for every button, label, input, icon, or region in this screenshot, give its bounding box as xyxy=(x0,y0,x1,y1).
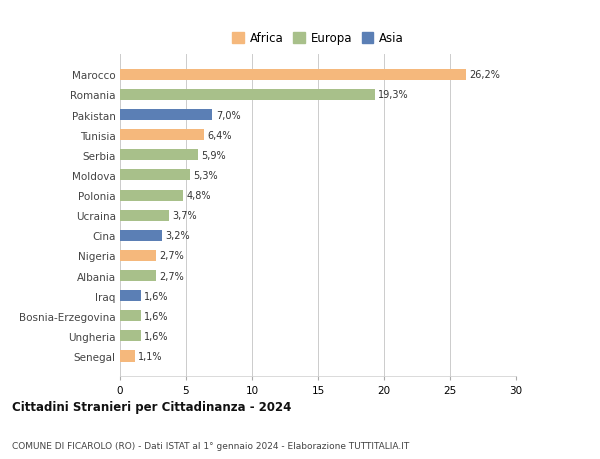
Bar xyxy=(120,351,134,362)
Bar xyxy=(120,150,198,161)
Bar xyxy=(120,270,155,281)
Text: 26,2%: 26,2% xyxy=(469,70,500,80)
Bar xyxy=(120,130,205,141)
Bar xyxy=(120,110,212,121)
Text: 1,6%: 1,6% xyxy=(145,311,169,321)
Text: 6,4%: 6,4% xyxy=(208,130,232,140)
Text: 3,2%: 3,2% xyxy=(166,231,190,241)
Text: 1,6%: 1,6% xyxy=(145,331,169,341)
Bar xyxy=(120,190,184,201)
Text: COMUNE DI FICAROLO (RO) - Dati ISTAT al 1° gennaio 2024 - Elaborazione TUTTITALI: COMUNE DI FICAROLO (RO) - Dati ISTAT al … xyxy=(12,441,409,450)
Text: 4,8%: 4,8% xyxy=(187,190,211,201)
Bar xyxy=(120,330,141,341)
Text: 7,0%: 7,0% xyxy=(216,110,241,120)
Bar xyxy=(120,70,466,81)
Text: 2,7%: 2,7% xyxy=(159,251,184,261)
Bar xyxy=(120,311,141,322)
Bar xyxy=(120,291,141,302)
Bar xyxy=(120,90,375,101)
Bar xyxy=(120,230,162,241)
Text: 19,3%: 19,3% xyxy=(378,90,409,100)
Text: 1,1%: 1,1% xyxy=(138,351,163,361)
Text: 2,7%: 2,7% xyxy=(159,271,184,281)
Text: 3,7%: 3,7% xyxy=(172,211,197,221)
Text: 1,6%: 1,6% xyxy=(145,291,169,301)
Text: 5,9%: 5,9% xyxy=(201,151,226,161)
Text: Cittadini Stranieri per Cittadinanza - 2024: Cittadini Stranieri per Cittadinanza - 2… xyxy=(12,400,292,413)
Legend: Africa, Europa, Asia: Africa, Europa, Asia xyxy=(229,29,407,49)
Bar xyxy=(120,210,169,221)
Bar xyxy=(120,170,190,181)
Bar xyxy=(120,250,155,262)
Text: 5,3%: 5,3% xyxy=(193,171,218,180)
